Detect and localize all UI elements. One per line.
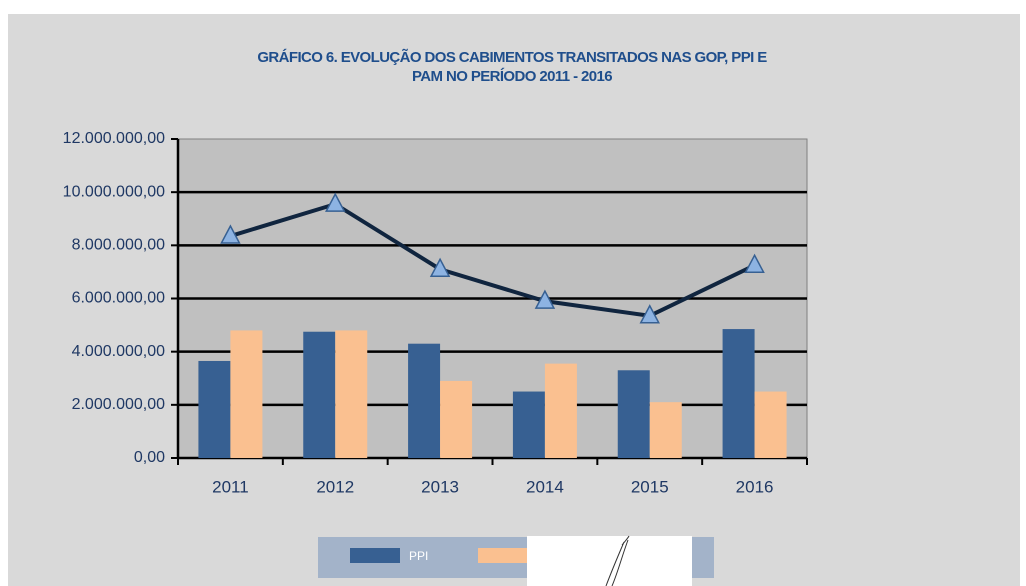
legend-label: PPI bbox=[409, 549, 428, 563]
y-tick-label: 2.000.000,00 bbox=[72, 396, 166, 413]
bar bbox=[303, 331, 336, 458]
marker bbox=[220, 224, 241, 244]
line bbox=[229, 201, 756, 318]
legend-swatch bbox=[350, 548, 400, 563]
x-tick-label: 2011 bbox=[212, 477, 249, 496]
bar bbox=[408, 343, 441, 458]
bar bbox=[544, 363, 577, 458]
marker bbox=[639, 304, 660, 324]
marker bbox=[744, 253, 765, 274]
x-tick-label: 2015 bbox=[631, 477, 669, 496]
y-tick-label: 0,00 bbox=[134, 449, 165, 466]
y-tick-label: 8.000.000,00 bbox=[72, 237, 166, 254]
y-tick-label: 10.000.000,00 bbox=[63, 183, 165, 200]
marker bbox=[534, 289, 556, 309]
bar bbox=[649, 402, 682, 458]
bar bbox=[335, 330, 368, 458]
bar bbox=[722, 329, 755, 458]
cover-box bbox=[527, 536, 692, 586]
marker bbox=[429, 257, 451, 278]
y-tick-label: 4.000.000,00 bbox=[72, 343, 166, 360]
y-tick-label: 12.000.000,00 bbox=[63, 130, 165, 147]
x-tick-label: 2014 bbox=[526, 477, 564, 496]
x-tick-label: 2012 bbox=[316, 477, 354, 496]
bar bbox=[440, 380, 473, 458]
bar bbox=[617, 370, 650, 458]
bar bbox=[230, 330, 263, 458]
legend-swatch bbox=[478, 548, 528, 563]
bar bbox=[754, 391, 787, 458]
chart-title: PAM NO PERÍODO 2011 - 2016 bbox=[412, 68, 612, 85]
plot: 0,00 2.000.000,00 4.000.000,00 6.000.000,00… bbox=[63, 130, 808, 496]
signature bbox=[605, 535, 630, 586]
chart-title: GRÁFICO 6. EVOLUÇÃO DOS CABIMENTOS TRANS… bbox=[257, 48, 767, 66]
bar bbox=[198, 360, 231, 458]
marker bbox=[325, 192, 346, 212]
y-tick-label: 6.000.000,00 bbox=[72, 290, 166, 307]
bar bbox=[512, 391, 545, 458]
legend: PPI bbox=[350, 548, 528, 563]
x-tick-label: 2013 bbox=[421, 477, 459, 496]
x-tick-label: 2016 bbox=[736, 477, 774, 496]
